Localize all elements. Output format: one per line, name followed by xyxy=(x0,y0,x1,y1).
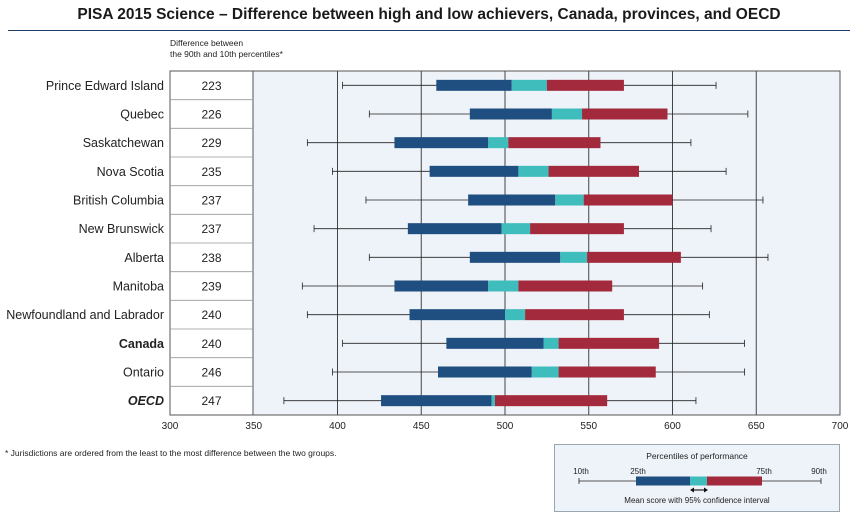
column-header-line-2: the 90th and 10th percentiles* xyxy=(170,49,283,59)
page-title: PISA 2015 Science – Difference between h… xyxy=(77,6,781,23)
x-tick-label: 400 xyxy=(329,421,346,432)
difference-value: 229 xyxy=(201,136,221,150)
bar-segment-25th-to-ci xyxy=(409,309,505,321)
bar-segment-ci-to-75th xyxy=(546,79,624,91)
bar-segment-25th-to-ci xyxy=(429,165,519,177)
row-label: Ontario xyxy=(123,366,164,380)
bar-segment-25th-to-ci xyxy=(407,223,502,235)
bar-segment-ci-to-75th xyxy=(582,108,668,120)
difference-value: 239 xyxy=(201,280,221,294)
bar-segment-ci-to-75th xyxy=(587,251,681,263)
bar-segment-confidence-interval xyxy=(543,337,559,349)
column-header: Difference between the 90th and 10th per… xyxy=(170,38,283,60)
title-rule xyxy=(8,30,850,31)
legend-graphic: Percentiles of performance 10th 25th 75th 90… xyxy=(573,451,827,505)
chart: Prince Edward Island 223 Quebec 226 Saskatch… xyxy=(6,70,849,432)
legend: Percentiles of performance 10th 25th 75th 90… xyxy=(554,444,840,512)
legend-low-segment xyxy=(636,476,690,486)
row-label: Prince Edward Island xyxy=(46,79,164,93)
bar-segment-confidence-interval xyxy=(501,223,531,235)
x-tick-label: 500 xyxy=(497,421,514,432)
legend-high-segment xyxy=(707,476,762,486)
bar-segment-25th-to-ci xyxy=(469,251,561,263)
plot-area xyxy=(252,70,841,416)
row-label: Manitoba xyxy=(113,280,164,294)
bar-segment-confidence-interval xyxy=(518,165,549,177)
row-label: British Columbia xyxy=(73,194,164,208)
row-label: Newfoundland and Labrador xyxy=(6,308,164,322)
row-label: Quebec xyxy=(120,108,164,122)
bar-segment-25th-to-ci xyxy=(394,280,489,292)
bar-segment-25th-to-ci xyxy=(438,366,532,378)
legend-percentile-label: 75th xyxy=(756,467,772,476)
footnote: * Jurisdictions are ordered from the lea… xyxy=(5,448,337,458)
bar-segment-ci-to-75th xyxy=(558,337,660,349)
row-label: Nova Scotia xyxy=(97,165,164,179)
bar-segment-confidence-interval xyxy=(491,395,495,407)
row-label: Canada xyxy=(119,337,165,351)
row-label: Saskatchewan xyxy=(83,136,164,150)
bar-segment-25th-to-ci xyxy=(394,137,489,149)
legend-caption: Mean score with 95% confidence interval xyxy=(624,496,770,505)
bar-segment-ci-to-75th xyxy=(494,395,608,407)
x-tick-label: 650 xyxy=(748,421,765,432)
x-tick-label: 700 xyxy=(832,421,849,432)
bar-segment-25th-to-ci xyxy=(446,337,544,349)
difference-value: 238 xyxy=(201,251,221,265)
bar-segment-ci-to-75th xyxy=(548,165,639,177)
bar-segment-ci-to-75th xyxy=(530,223,624,235)
bar-segment-confidence-interval xyxy=(555,194,584,206)
difference-value: 237 xyxy=(201,194,221,208)
bar-segment-ci-to-75th xyxy=(583,194,673,206)
difference-value: 240 xyxy=(201,308,221,322)
bar-segment-confidence-interval xyxy=(488,137,509,149)
legend-ci-arrowhead-left xyxy=(690,487,694,493)
x-tick-label: 300 xyxy=(162,421,179,432)
bar-segment-25th-to-ci xyxy=(469,108,552,120)
difference-value: 235 xyxy=(201,165,221,179)
bar-segment-confidence-interval xyxy=(560,251,588,263)
legend-percentile-label: 90th xyxy=(811,467,827,476)
legend-title: Percentiles of performance xyxy=(646,451,748,461)
legend-percentile-label: 25th xyxy=(630,467,646,476)
row-label: OECD xyxy=(128,394,164,408)
legend-ci-segment xyxy=(690,476,707,486)
legend-percentile-label: 10th xyxy=(573,467,589,476)
bar-segment-confidence-interval xyxy=(505,309,526,321)
bar-segment-ci-to-75th xyxy=(558,366,656,378)
bar-segment-ci-to-75th xyxy=(518,280,613,292)
difference-value: 223 xyxy=(201,79,221,93)
bar-segment-confidence-interval xyxy=(511,79,547,91)
x-tick-label: 550 xyxy=(580,421,597,432)
x-tick-label: 600 xyxy=(664,421,681,432)
bar-segment-confidence-interval xyxy=(551,108,583,120)
difference-value: 237 xyxy=(201,222,221,236)
difference-value: 247 xyxy=(201,394,221,408)
bar-segment-25th-to-ci xyxy=(468,194,556,206)
bar-segment-ci-to-75th xyxy=(525,309,624,321)
bar-segment-ci-to-75th xyxy=(508,137,601,149)
bar-segment-25th-to-ci xyxy=(436,79,512,91)
row-label: New Brunswick xyxy=(79,222,165,236)
row-label: Alberta xyxy=(124,251,164,265)
x-tick-label: 350 xyxy=(245,421,262,432)
difference-value: 226 xyxy=(201,108,221,122)
difference-value: 240 xyxy=(201,337,221,351)
bar-segment-confidence-interval xyxy=(531,366,559,378)
bar-segment-confidence-interval xyxy=(488,280,519,292)
x-tick-label: 450 xyxy=(413,421,430,432)
difference-value: 246 xyxy=(201,366,221,380)
column-header-line-1: Difference between xyxy=(170,38,244,48)
legend-ci-arrowhead-right xyxy=(704,487,708,493)
bar-segment-25th-to-ci xyxy=(381,395,492,407)
